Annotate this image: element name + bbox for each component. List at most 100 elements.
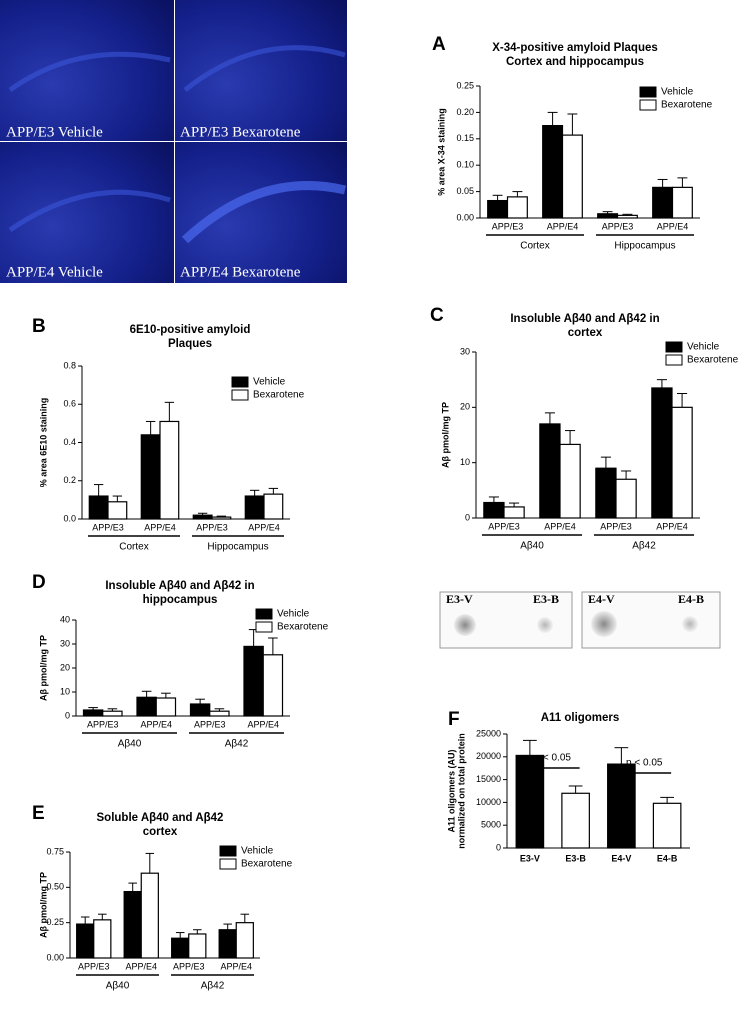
micrograph-label: APP/E4 Bexarotene xyxy=(180,264,301,280)
legend-label: Bexarotene xyxy=(241,859,293,870)
y-tick-label: 0.10 xyxy=(456,160,474,170)
bar xyxy=(235,922,254,959)
micrograph-panel: APP/E3 Vehicle APP/E3 Bexarotene APP/E4 … xyxy=(0,0,347,283)
group-label: Aβ42 xyxy=(225,739,249,750)
blot-label: E4-V xyxy=(588,592,615,606)
x-tick-label: APP/E4 xyxy=(656,521,688,531)
legend-label: Bexarotene xyxy=(277,622,329,633)
blot-dot xyxy=(591,611,617,637)
micrograph-label: APP/E4 Vehicle xyxy=(6,264,103,280)
bar xyxy=(159,420,180,520)
bar xyxy=(506,196,528,219)
y-tick-label: 0.25 xyxy=(46,917,64,927)
panel-letter: B xyxy=(32,316,46,337)
tissue-band xyxy=(183,45,346,92)
bar xyxy=(607,763,636,849)
y-tick-label: 0 xyxy=(496,842,501,852)
chart-title: A11 oligomers xyxy=(541,712,620,724)
bar xyxy=(483,501,505,519)
bar xyxy=(652,802,682,849)
y-tick-label: 25000 xyxy=(476,728,501,738)
bar xyxy=(171,937,190,959)
y-tick-label: 20 xyxy=(460,402,470,412)
legend-label: Vehicle xyxy=(241,846,274,857)
bar xyxy=(615,478,637,519)
blot-dot xyxy=(682,616,698,632)
bar xyxy=(515,754,545,849)
legend-swatch xyxy=(665,354,683,366)
panel-letter: C xyxy=(430,305,444,326)
micrograph xyxy=(175,0,347,141)
y-tick-label: 0.20 xyxy=(456,107,474,117)
x-tick-label: APP/E4 xyxy=(247,719,279,729)
micrograph xyxy=(0,0,174,141)
bar xyxy=(561,134,583,219)
bar xyxy=(140,434,161,520)
y-tick-label: 0 xyxy=(465,512,470,522)
chart-title: 6E10-positive amyloid xyxy=(130,324,251,336)
group-label: Hippocampus xyxy=(614,241,675,252)
chart-title: cortex xyxy=(143,826,178,838)
group-label: Aβ40 xyxy=(520,541,544,552)
bar xyxy=(209,710,230,717)
bar xyxy=(218,929,237,959)
y-axis-label: % area 6E10 staining xyxy=(38,398,48,488)
bar xyxy=(651,387,673,519)
blot-label: E3-B xyxy=(533,592,559,606)
bar xyxy=(211,516,232,520)
bar xyxy=(262,654,284,717)
bar xyxy=(539,423,561,519)
bar xyxy=(188,933,207,959)
chart-title: Insoluble Aβ40 and Aβ42 in xyxy=(510,313,659,325)
y-tick-label: 0.0 xyxy=(63,513,76,523)
x-tick-label: E4-V xyxy=(611,853,631,863)
blot-dot xyxy=(454,614,476,636)
y-tick-label: 0 xyxy=(65,710,70,720)
x-tick-label: APP/E3 xyxy=(602,221,634,231)
y-axis-label: A11 oligomers (AU) xyxy=(446,749,456,832)
group-label: Cortex xyxy=(119,542,148,553)
x-tick-label: E3-V xyxy=(520,853,540,863)
bar xyxy=(155,697,177,717)
x-tick-label: APP/E4 xyxy=(125,961,157,971)
y-tick-label: 0.75 xyxy=(46,846,64,856)
panel-letter: A xyxy=(432,34,446,55)
bar xyxy=(542,124,564,219)
micrograph xyxy=(0,142,174,283)
x-tick-label: E4-B xyxy=(657,853,678,863)
x-tick-label: APP/E3 xyxy=(488,521,520,531)
x-tick-label: APP/E4 xyxy=(248,522,280,532)
x-tick-label: APP/E3 xyxy=(87,719,119,729)
x-tick-label: APP/E4 xyxy=(144,522,176,532)
chart-title: Cortex and hippocampus xyxy=(506,56,644,68)
group-label: Cortex xyxy=(520,241,549,252)
x-tick-label: E3-B xyxy=(565,853,586,863)
tissue-band xyxy=(181,181,347,244)
legend-swatch xyxy=(231,376,249,388)
legend-label: Vehicle xyxy=(277,609,310,620)
x-tick-label: APP/E3 xyxy=(194,719,226,729)
group-label: Aβ40 xyxy=(118,739,142,750)
y-tick-label: 30 xyxy=(60,638,70,648)
panel-letter: F xyxy=(448,709,460,730)
bar xyxy=(616,214,638,219)
legend-swatch xyxy=(255,621,273,633)
bar xyxy=(140,872,159,959)
bar xyxy=(82,709,104,717)
y-tick-label: 0.8 xyxy=(63,360,76,370)
y-axis-label: Aβ pmol/mg TP xyxy=(38,872,48,938)
x-tick-label: APP/E4 xyxy=(544,521,576,531)
blot-dot xyxy=(537,617,553,633)
bar xyxy=(561,792,590,849)
bar xyxy=(192,514,213,520)
legend-label: Bexarotene xyxy=(661,100,713,111)
group-label: Aβ42 xyxy=(201,981,225,992)
y-tick-label: 0.25 xyxy=(456,80,474,90)
bar xyxy=(76,923,95,959)
x-tick-label: APP/E3 xyxy=(78,961,110,971)
chart-title: X-34-positive amyloid Plaques xyxy=(492,42,658,54)
bar xyxy=(652,186,674,219)
y-tick-label: 0.00 xyxy=(456,212,474,222)
y-tick-label: 10000 xyxy=(476,797,501,807)
